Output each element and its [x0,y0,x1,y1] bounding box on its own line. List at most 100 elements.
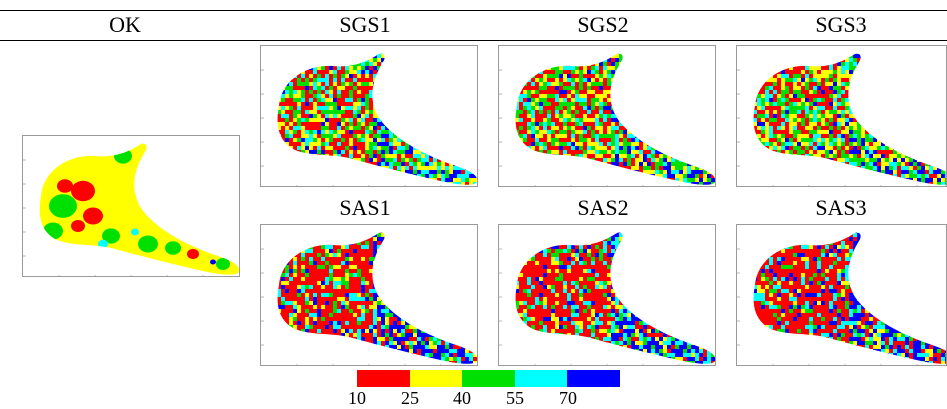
map-cell [273,146,277,150]
map-cell [317,70,321,74]
map-cell [741,90,745,94]
map-cell [603,178,607,182]
map-cell [381,106,385,110]
map-cell [389,118,393,122]
map-cell [703,182,707,185]
map-cell [627,126,631,130]
map-cell [499,114,503,118]
map-cell [499,158,503,162]
map-cell [619,90,623,94]
map-cell [675,162,679,166]
map-cell [453,102,457,106]
map-cell [749,114,753,118]
map-cell [551,58,555,62]
map-cell [297,178,301,182]
map-cell [543,122,547,126]
map-cell [523,98,527,102]
map-cell [773,78,777,82]
map-cell [595,126,599,130]
map-cell [623,166,627,170]
map-cell [667,122,671,126]
map-cell [635,154,639,158]
map-cell [273,86,277,90]
map-cell [805,110,809,114]
map-cell [273,130,277,134]
map-cell [507,74,511,78]
map-cell [877,58,881,62]
map-cell [757,78,761,82]
map-cell [821,58,825,62]
map-cell [293,162,297,166]
map-cell [313,118,317,122]
map-cell [683,154,687,158]
map-cell [555,170,559,174]
map-cell [595,130,599,134]
map-cell [651,182,655,185]
map-cell [277,62,281,66]
map-cell [623,53,627,54]
map-cell [317,58,321,62]
map-cell [655,54,659,58]
map-cell [401,138,405,142]
map-cell [885,70,889,74]
map-cell [445,118,449,122]
map-cell [881,53,885,54]
map-cell [667,86,671,90]
map-cell [889,54,893,58]
map-cell [619,158,623,162]
map-cell [889,94,893,98]
map-cell [917,74,921,78]
map-panel-sgs2 [498,45,716,187]
map-cell [401,154,405,158]
map-cell [699,106,703,110]
map-cell [785,98,789,102]
map-cell [433,182,437,185]
map-cell [579,82,583,86]
map-cell [305,58,309,62]
map-cell [281,54,285,58]
map-cell [469,70,473,74]
map-cell [837,46,841,50]
map-cell [607,178,611,182]
map-cell [321,182,325,185]
map-cell [333,78,337,82]
map-cell [441,158,445,162]
map-cell [465,138,469,142]
map-cell [785,53,789,54]
map-cell [385,178,389,182]
map-cell [627,166,631,170]
map-cell [745,102,749,106]
map-cell [297,102,301,106]
map-cell [781,106,785,110]
map-cell [627,130,631,134]
map-cell [465,66,469,70]
map-cell [385,78,389,82]
map-cell [599,82,603,86]
map-cell [469,90,473,94]
map-cell [373,74,377,78]
map-cell [317,102,321,106]
map-cell [643,66,647,70]
map-cell [453,122,457,126]
map-cell [817,78,821,82]
map-cell [663,58,667,62]
map-cell [413,186,417,187]
map-cell [345,150,349,154]
map-cell [611,110,615,114]
map-cell [397,166,401,170]
map-cell [679,138,683,142]
map-cell [703,146,707,150]
map-cell [285,82,289,86]
map-cell [905,62,909,66]
map-cell [603,146,607,150]
map-cell [781,62,785,66]
map-cell [631,154,635,158]
map-cell [651,46,655,50]
map-cell [789,53,793,54]
map-cell [941,86,945,90]
map-cell [671,134,675,138]
map-cell [341,186,345,187]
map-cell [591,106,595,110]
map-cell [821,82,825,86]
map-cell [575,54,579,58]
